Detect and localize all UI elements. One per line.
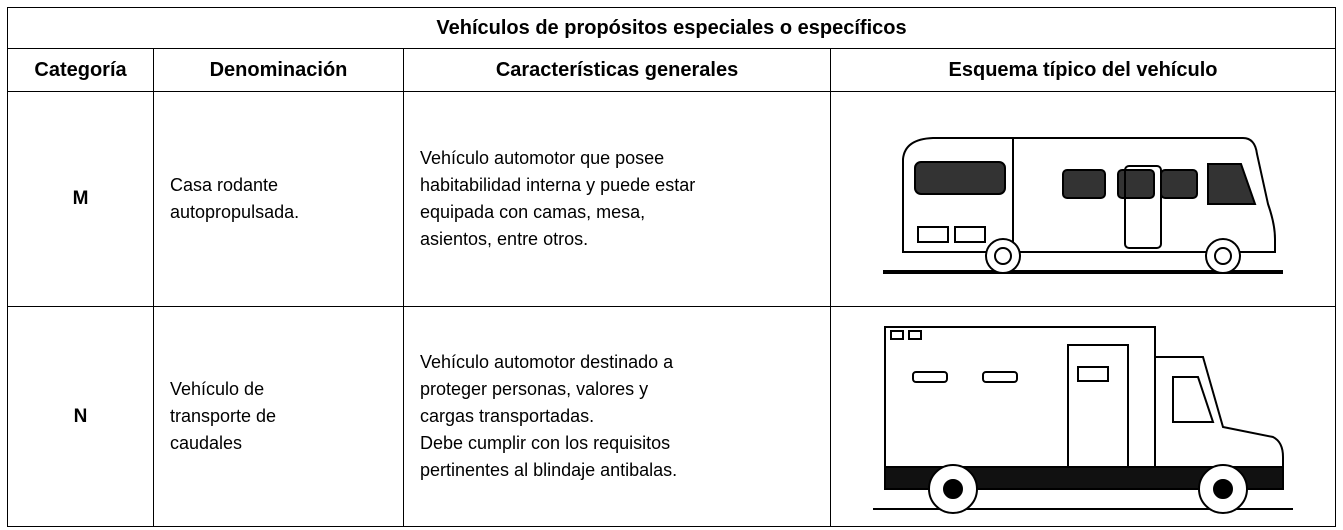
table-title: Vehículos de propósitos especiales o esp… — [7, 7, 1336, 49]
text-line: pertinentes al blindaje antibalas. — [420, 460, 678, 480]
text-line: proteger personas, valores y — [420, 379, 649, 399]
category: N — [7, 306, 154, 527]
vehicle-table: Vehículos de propósitos especiales o esp… — [7, 7, 1336, 527]
header-cell: Características generales — [403, 48, 831, 92]
description-cell: Vehículo automotor destinado a proteger p… — [403, 306, 831, 527]
image-cell — [830, 91, 1336, 307]
header-cell: Denominación — [153, 48, 404, 92]
text-line: transporte de — [170, 406, 277, 426]
text-line: Vehículo automotor destinado a — [420, 352, 674, 372]
text-line: Vehículo automotor que posee — [420, 148, 665, 168]
text-line: habitabilidad interna y puede estar — [420, 175, 696, 195]
description-cell: Vehículo automotor que posee habitabilida… — [403, 91, 831, 307]
armored-truck-drawing — [873, 325, 1293, 514]
text-line: Debe cumplir con los requisitos — [420, 433, 671, 453]
image-cell — [830, 306, 1336, 527]
text-line: caudales — [170, 433, 243, 453]
text-line: asientos, entre otros. — [420, 229, 589, 249]
header-cell: Categoría — [7, 48, 154, 92]
text-line: Casa rodante — [170, 175, 279, 195]
name-cell: Vehículo de transporte de caudales — [153, 306, 404, 527]
text-line: cargas transportadas. — [420, 406, 595, 426]
text-line: equipada con camas, mesa, — [420, 202, 646, 222]
category: M — [7, 91, 154, 307]
text-line: autopropulsada. — [170, 202, 300, 222]
motorhome-drawing — [883, 137, 1283, 274]
text-line: Vehículo de — [170, 379, 265, 399]
name-cell: Casa rodante autopropulsada. — [153, 91, 404, 307]
header-cell: Esquema típico del vehículo — [830, 48, 1336, 92]
